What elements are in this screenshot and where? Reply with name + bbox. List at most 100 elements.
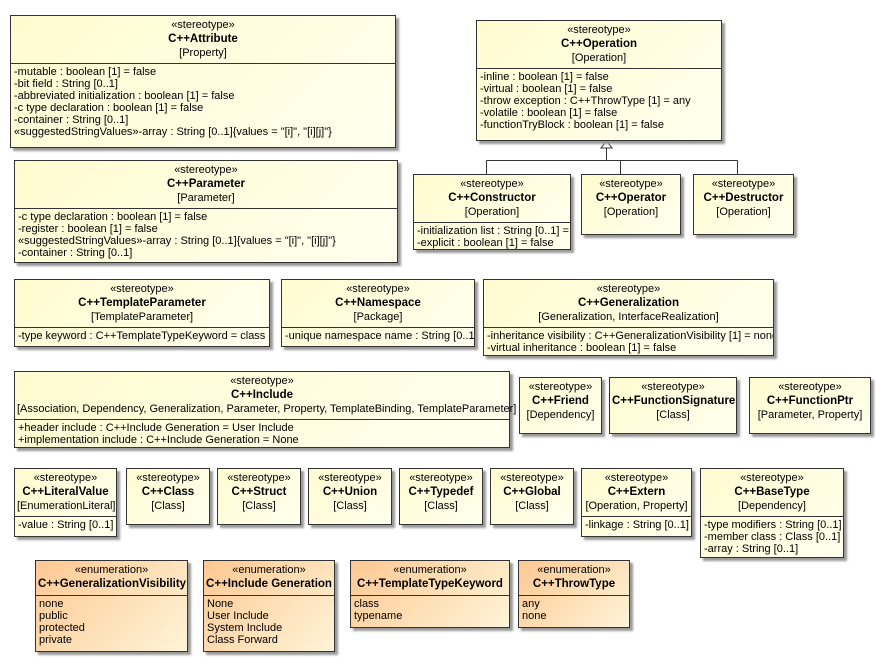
attribute-item[interactable]: -type modifiers : String [0..1]: [704, 519, 842, 531]
attribute-compartment: -type keyword : C++TemplateTypeKeyword =…: [15, 327, 269, 344]
stereotype-cpp-basetype[interactable]: «stereotype» C++BaseType [Dependency] -type…: [700, 468, 844, 558]
box-header: «enumeration» C++TemplateTypeKeyword: [351, 561, 509, 595]
enum-literal[interactable]: private: [39, 634, 73, 646]
stereotype-cpp-functionptr[interactable]: «stereotype» C++FunctionPtr [Parameter, Pr…: [749, 377, 871, 434]
enum-literal[interactable]: any: [522, 598, 540, 610]
stereotype-keyword: «stereotype»: [136, 472, 200, 484]
enumeration-cpp-templatetypekeyword[interactable]: «enumeration» C++TemplateTypeKeyword class…: [350, 560, 510, 628]
stereotype-cpp-functionsignature[interactable]: «stereotype» C++FunctionSignature [Class]: [609, 377, 737, 434]
metaclass-label: [Dependency]: [526, 409, 595, 421]
attribute-item[interactable]: -container : String [0..1]: [18, 247, 133, 259]
attribute-item[interactable]: -throw exception : C++ThrowType [1] = an…: [480, 95, 691, 107]
box-name: C++Constructor: [448, 192, 536, 204]
stereotype-keyword: «stereotype»: [171, 19, 235, 31]
metaclass-label: [Parameter]: [177, 192, 235, 204]
attribute-item[interactable]: -virtual inheritance : boolean [1] = fal…: [487, 342, 677, 354]
metaclass-label: [Dependency]: [738, 500, 806, 512]
metaclass-label: [Class]: [333, 500, 367, 512]
box-header: «enumeration» C++Include Generation: [204, 561, 334, 595]
box-header: «stereotype» C++BaseType [Dependency]: [701, 469, 843, 516]
enum-literal[interactable]: none: [39, 598, 64, 610]
stereotype-cpp-operation[interactable]: «stereotype» C++Operation [Operation] -inli…: [476, 20, 722, 141]
box-header: «stereotype» C++Global [Class]: [491, 469, 573, 516]
box-header: «stereotype» C++Destructor [Operation]: [694, 175, 793, 222]
attribute-item[interactable]: -initialization list : String [0..1] =: [417, 225, 569, 237]
enum-literal[interactable]: none: [522, 610, 547, 622]
attribute-item[interactable]: -abbreviated initialization : boolean [1…: [14, 90, 235, 102]
attribute-item[interactable]: -volatile : boolean [1] = false: [480, 107, 618, 119]
attribute-item[interactable]: -linkage : String [0..1]: [585, 519, 689, 531]
box-name: C++TemplateTypeKeyword: [357, 578, 503, 590]
stereotype-keyword: «stereotype»: [778, 381, 842, 393]
stereotype-cpp-templateparameter[interactable]: «stereotype» C++TemplateParameter [Templat…: [14, 279, 270, 347]
stereotype-cpp-literalvalue[interactable]: «stereotype» C++LiteralValue [EnumerationL…: [14, 468, 117, 537]
stereotype-keyword: «stereotype»: [110, 283, 174, 295]
stereotype-cpp-friend[interactable]: «stereotype» C++Friend [Dependency]: [519, 377, 602, 434]
attribute-item[interactable]: -type keyword : C++TemplateTypeKeyword =…: [18, 330, 266, 342]
enum-literal[interactable]: protected: [39, 622, 85, 634]
stereotype-keyword: «enumeration»: [232, 564, 306, 576]
stereotype-cpp-extern[interactable]: «stereotype» C++Extern [Operation, Propert…: [581, 468, 692, 537]
attribute-item[interactable]: -explicit : boolean [1] = false: [417, 237, 554, 249]
box-header: «stereotype» C++LiteralValue [EnumerationL…: [15, 469, 116, 516]
attribute-compartment: -unique namespace name : String [0..1]: [282, 327, 474, 344]
box-name: C++FunctionSignature: [612, 395, 736, 407]
enum-literal[interactable]: class: [354, 598, 380, 610]
attribute-compartment: -inheritance visibility : C++Generalizat…: [484, 327, 773, 356]
stereotype-keyword: «stereotype»: [599, 178, 663, 190]
attribute-item[interactable]: «suggestedStringValues»-array : String […: [18, 235, 336, 247]
stereotype-cpp-constructor[interactable]: «stereotype» C++Constructor [Operation] -in…: [413, 174, 571, 250]
attribute-item[interactable]: -value : String [0..1]: [18, 519, 114, 531]
attribute-item[interactable]: +implementation include : C++Include Gen…: [18, 434, 299, 446]
attribute-item[interactable]: -mutable : boolean [1] = false: [14, 66, 157, 78]
attribute-item[interactable]: +header include : C++Include Generation …: [18, 422, 294, 434]
stereotype-keyword: «stereotype»: [500, 472, 564, 484]
stereotype-cpp-attribute[interactable]: «stereotype» C++Attribute [Property] -mutab…: [10, 15, 396, 148]
box-name: C++ThrowType: [532, 578, 616, 590]
stereotype-cpp-generalization[interactable]: «stereotype» C++Generalization [Generaliza…: [483, 279, 774, 356]
box-name: C++Operator: [595, 192, 667, 204]
attribute-item[interactable]: -c type declaration : boolean [1] = fals…: [14, 102, 204, 114]
box-header: «stereotype» C++Friend [Dependency]: [520, 378, 601, 425]
stereotype-cpp-class[interactable]: «stereotype» C++Class [Class]: [126, 468, 210, 525]
box-header: «stereotype» C++Typedef [Class]: [400, 469, 482, 516]
stereotype-cpp-parameter[interactable]: «stereotype» C++Parameter [Parameter] -c ty…: [14, 160, 398, 263]
attribute-item[interactable]: -inheritance visibility : C++Generalizat…: [487, 330, 773, 342]
box-header: «stereotype» C++Attribute [Property]: [11, 16, 395, 63]
enum-literal[interactable]: typename: [354, 610, 403, 622]
enum-literal[interactable]: System Include: [207, 622, 283, 634]
stereotype-cpp-global[interactable]: «stereotype» C++Global [Class]: [490, 468, 574, 525]
stereotype-cpp-struct[interactable]: «stereotype» C++Struct [Class]: [217, 468, 301, 525]
stereotype-cpp-union[interactable]: «stereotype» C++Union [Class]: [308, 468, 392, 525]
attribute-item[interactable]: -member class : Class [0..1]: [704, 531, 841, 543]
metaclass-label: [Operation]: [603, 206, 659, 218]
enumeration-cpp-include-generation[interactable]: «enumeration» C++Include Generation None Us…: [203, 560, 335, 652]
attribute-item[interactable]: «suggestedStringValues»-array : String […: [14, 126, 332, 138]
enumeration-cpp-generalizationvisibility[interactable]: «enumeration» C++GeneralizationVisibility…: [35, 560, 188, 652]
stereotype-cpp-include[interactable]: «stereotype» C++Include [Association, Depe…: [14, 371, 516, 448]
stereotype-cpp-typedef[interactable]: «stereotype» C++Typedef [Class]: [399, 468, 483, 525]
box-header: «stereotype» C++Parameter [Parameter]: [15, 161, 397, 208]
metaclass-label: [Class]: [242, 500, 276, 512]
stereotype-keyword: «stereotype»: [641, 381, 705, 393]
metaclass-label: [Generalization, InterfaceRealization]: [538, 311, 719, 323]
enum-literal[interactable]: public: [39, 610, 68, 622]
attribute-item[interactable]: -register : boolean [1] = false: [18, 223, 158, 235]
attribute-item[interactable]: -inline : boolean [1] = false: [480, 71, 609, 83]
attribute-item[interactable]: -unique namespace name : String [0..1]: [285, 330, 474, 342]
enum-literal[interactable]: None: [207, 598, 234, 610]
stereotype-cpp-namespace[interactable]: «stereotype» C++Namespace [Package] -unique…: [281, 279, 475, 347]
attribute-item[interactable]: -virtual : boolean [1] = false: [480, 83, 613, 95]
box-header: «stereotype» C++Operation [Operation]: [477, 21, 721, 68]
stereotype-cpp-destructor[interactable]: «stereotype» C++Destructor [Operation]: [693, 174, 794, 235]
attribute-item[interactable]: -functionTryBlock : boolean [1] = false: [480, 119, 664, 131]
attribute-item[interactable]: -bit field : String [0..1]: [14, 78, 118, 90]
metaclass-label: [Operation]: [716, 206, 771, 218]
enumeration-cpp-throwtype[interactable]: «enumeration» C++ThrowType any none: [518, 560, 630, 628]
attribute-item[interactable]: -array : String [0..1]: [704, 543, 799, 555]
stereotype-cpp-operator[interactable]: «stereotype» C++Operator [Operation]: [581, 174, 681, 235]
enum-literal[interactable]: Class Forward: [207, 634, 278, 646]
attribute-item[interactable]: -c type declaration : boolean [1] = fals…: [18, 211, 208, 223]
attribute-item[interactable]: -container : String [0..1]: [14, 114, 129, 126]
enum-literal[interactable]: User Include: [207, 610, 269, 622]
